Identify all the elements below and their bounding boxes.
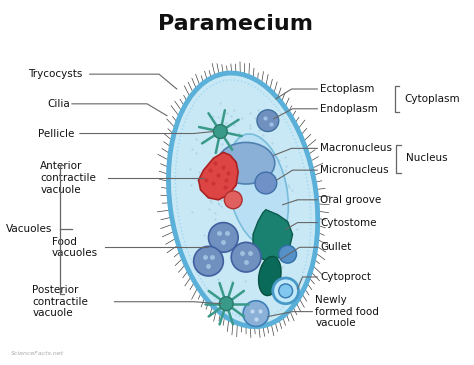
- Polygon shape: [199, 152, 238, 200]
- Text: Paramecium: Paramecium: [158, 14, 313, 34]
- Text: Cytoplasm: Cytoplasm: [404, 94, 460, 104]
- Text: ScienceFacts.net: ScienceFacts.net: [10, 351, 64, 356]
- Text: Vacuoles: Vacuoles: [6, 224, 52, 234]
- Circle shape: [224, 191, 242, 209]
- Circle shape: [213, 124, 227, 138]
- Polygon shape: [253, 210, 292, 261]
- Circle shape: [279, 245, 297, 263]
- Circle shape: [243, 301, 269, 326]
- Text: Newly
formed food
vacuole: Newly formed food vacuole: [315, 295, 379, 328]
- Text: Anterior
contractile
vacuole: Anterior contractile vacuole: [40, 161, 96, 195]
- Text: Cilia: Cilia: [47, 99, 70, 109]
- Text: Pellicle: Pellicle: [38, 128, 75, 139]
- Circle shape: [257, 110, 279, 131]
- Circle shape: [194, 246, 223, 276]
- Text: Micronucleus: Micronucleus: [320, 165, 389, 175]
- Text: Cytoproct: Cytoproct: [320, 272, 371, 282]
- Ellipse shape: [258, 257, 281, 296]
- Text: Ectoplasm: Ectoplasm: [320, 84, 374, 94]
- Text: Food
vacuoles: Food vacuoles: [52, 237, 98, 258]
- Text: Macronucleus: Macronucleus: [320, 143, 392, 153]
- Ellipse shape: [218, 142, 275, 184]
- Text: Endoplasm: Endoplasm: [320, 104, 378, 114]
- Circle shape: [279, 284, 292, 298]
- Circle shape: [219, 297, 233, 311]
- Circle shape: [231, 242, 261, 272]
- Circle shape: [273, 278, 299, 304]
- Circle shape: [209, 223, 238, 252]
- Text: Nucleus: Nucleus: [406, 153, 448, 163]
- Text: Trycocysts: Trycocysts: [28, 69, 83, 79]
- Ellipse shape: [168, 73, 318, 327]
- Text: Oral groove: Oral groove: [320, 195, 382, 205]
- Text: Posterior
contractile
vacuole: Posterior contractile vacuole: [32, 285, 88, 318]
- Text: Gullet: Gullet: [320, 242, 352, 252]
- Circle shape: [255, 172, 277, 194]
- Text: Cytostome: Cytostome: [320, 218, 377, 227]
- Ellipse shape: [228, 134, 288, 246]
